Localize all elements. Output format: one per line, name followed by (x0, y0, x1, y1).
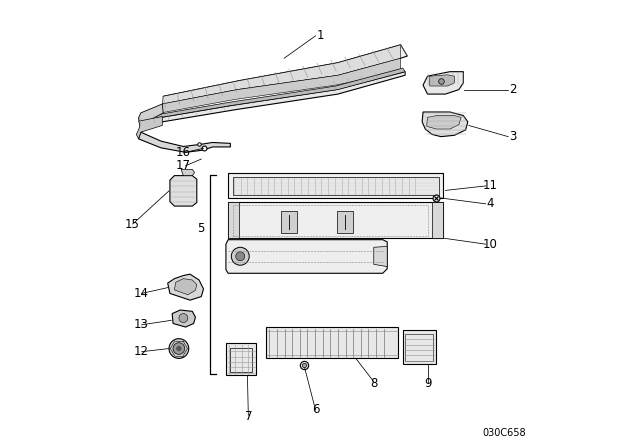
Text: 9: 9 (424, 376, 431, 390)
Text: 15: 15 (124, 217, 140, 231)
Text: 1: 1 (316, 29, 324, 43)
Text: 4: 4 (486, 197, 494, 211)
Polygon shape (422, 112, 468, 137)
Polygon shape (140, 72, 405, 125)
Polygon shape (172, 310, 195, 327)
Bar (266, 327, 398, 358)
Text: 030C658: 030C658 (483, 428, 526, 438)
Bar (232, 177, 439, 195)
Polygon shape (138, 68, 405, 121)
Polygon shape (174, 279, 196, 295)
Polygon shape (138, 132, 230, 152)
Circle shape (179, 314, 188, 323)
Bar (280, 211, 297, 233)
Circle shape (176, 346, 182, 351)
Bar (228, 202, 443, 238)
Bar (337, 211, 353, 233)
Text: 16: 16 (176, 146, 191, 159)
Bar (228, 202, 239, 238)
Text: 11: 11 (483, 179, 498, 193)
Polygon shape (423, 72, 463, 94)
Text: 7: 7 (244, 410, 252, 423)
Circle shape (173, 343, 185, 354)
Polygon shape (163, 45, 407, 108)
Text: 3: 3 (509, 130, 516, 143)
Bar (432, 202, 443, 238)
Polygon shape (374, 246, 387, 267)
Text: 14: 14 (133, 287, 148, 300)
Circle shape (236, 252, 244, 261)
Circle shape (169, 339, 189, 358)
Polygon shape (161, 58, 401, 113)
Text: 13: 13 (133, 318, 148, 332)
Bar (226, 343, 257, 375)
Polygon shape (430, 75, 454, 86)
Bar (403, 330, 436, 364)
Bar (405, 334, 433, 361)
Text: 2: 2 (509, 83, 516, 96)
Polygon shape (163, 45, 401, 104)
Text: 8: 8 (370, 376, 378, 390)
Text: 5: 5 (198, 222, 205, 235)
Circle shape (231, 247, 249, 265)
Polygon shape (170, 176, 196, 206)
Bar (230, 348, 252, 372)
Polygon shape (427, 116, 461, 129)
Bar (228, 173, 443, 198)
Text: 12: 12 (133, 345, 148, 358)
Polygon shape (136, 116, 163, 139)
Bar (232, 205, 428, 236)
Polygon shape (138, 104, 163, 125)
Polygon shape (181, 169, 195, 176)
Polygon shape (226, 240, 387, 273)
Polygon shape (168, 274, 204, 300)
Polygon shape (179, 58, 387, 101)
Text: 6: 6 (312, 403, 319, 417)
Text: 10: 10 (483, 237, 498, 251)
Text: 17: 17 (176, 159, 191, 172)
